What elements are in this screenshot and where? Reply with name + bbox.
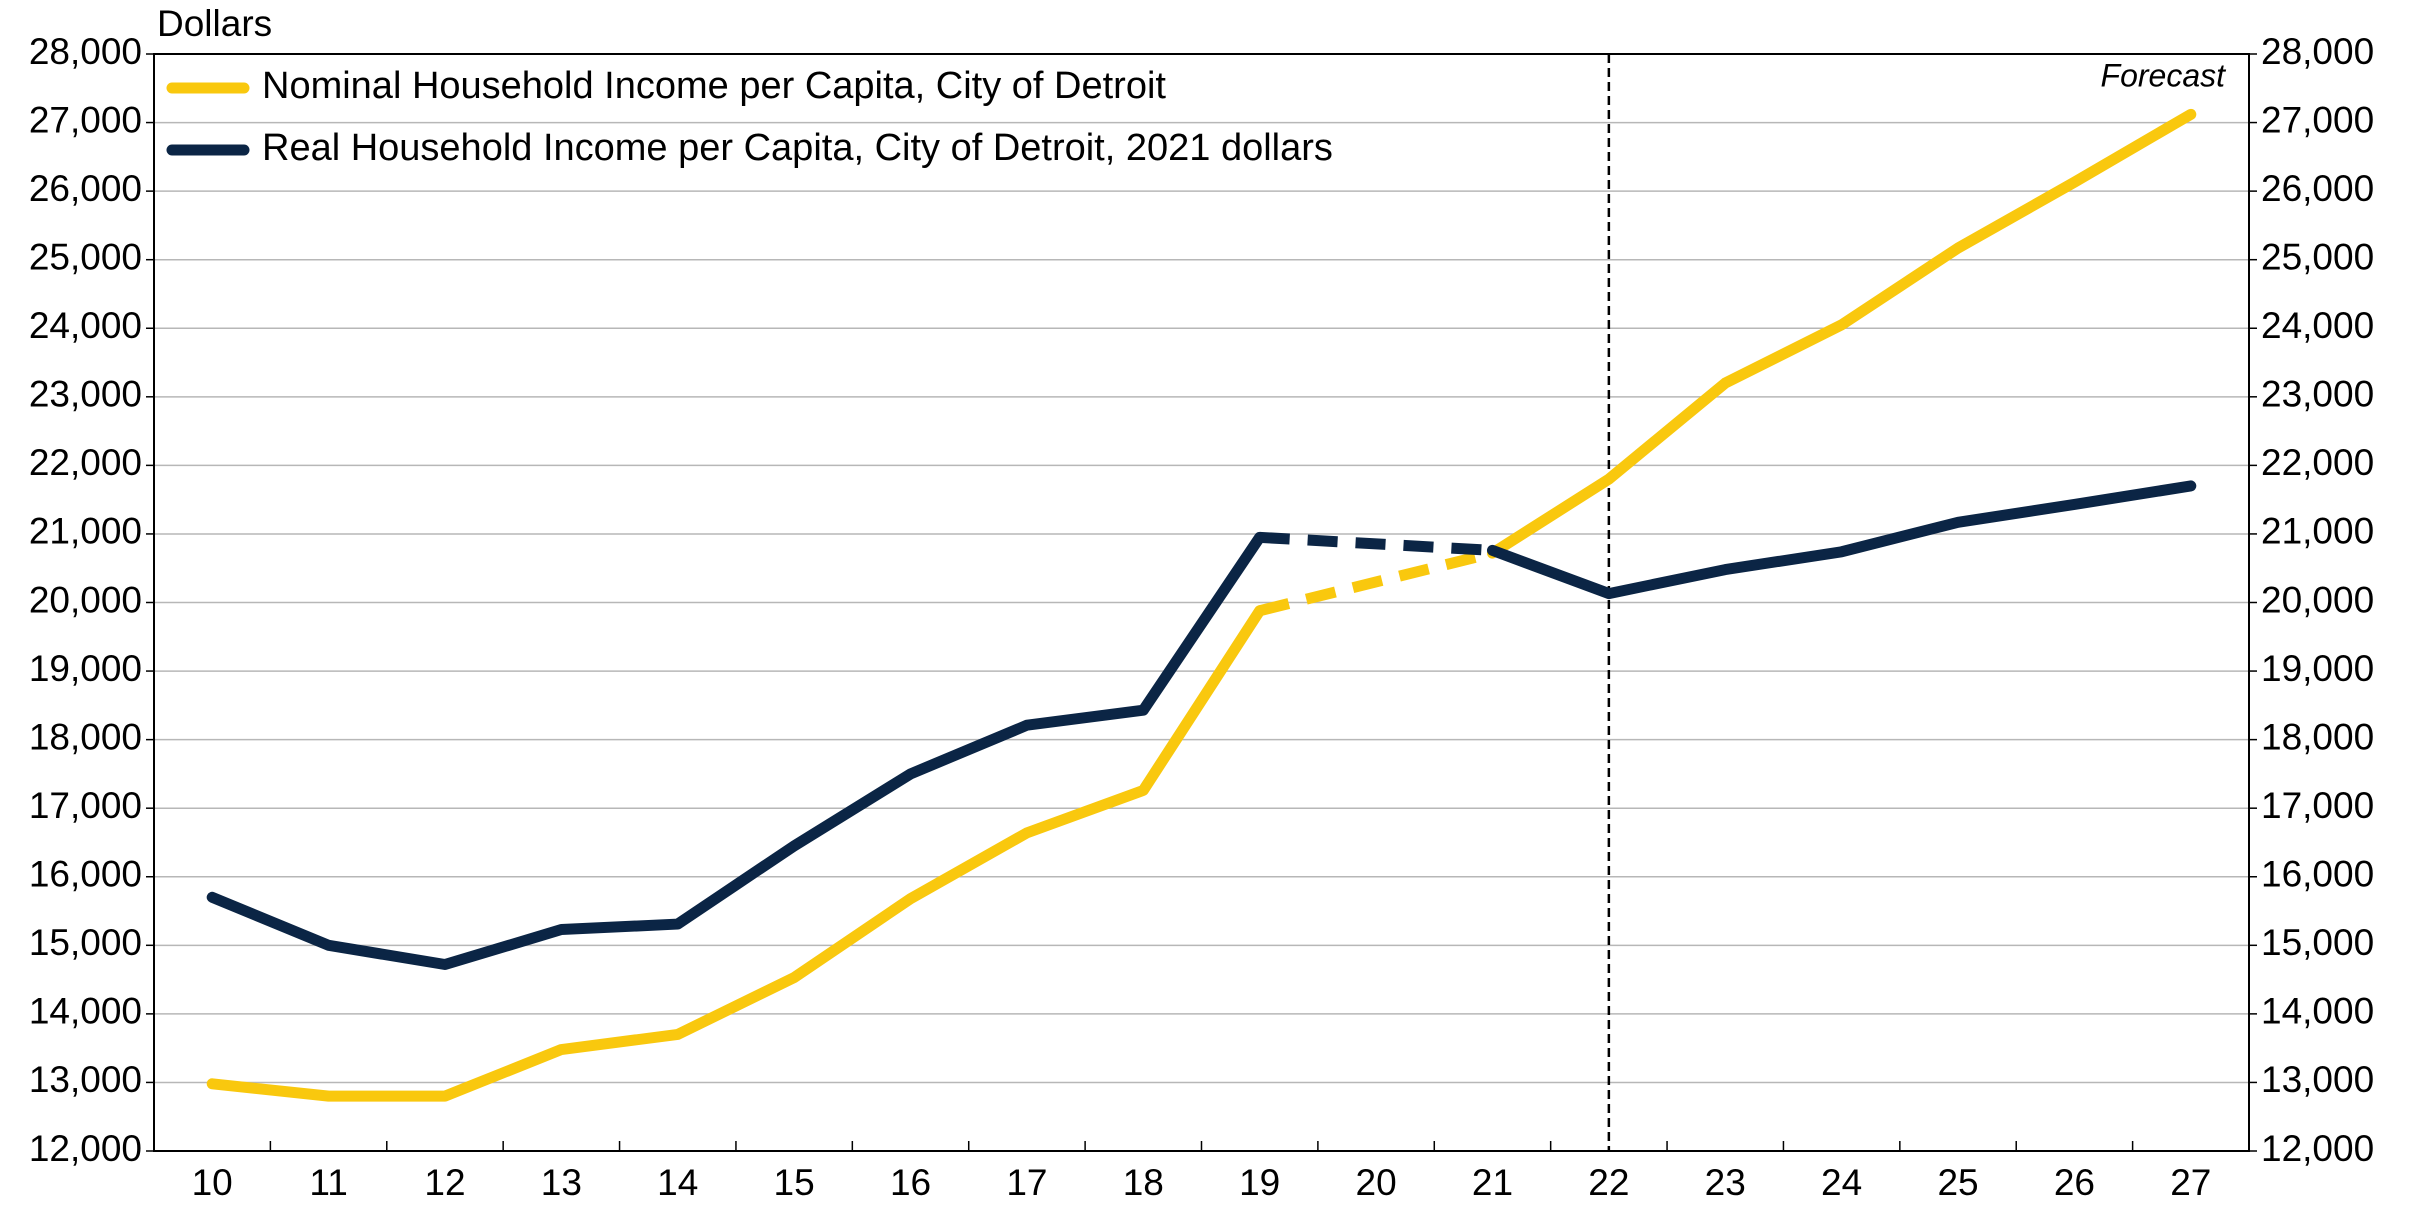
y-tick-label: 13,000 (29, 1059, 142, 1100)
x-tick-label: 15 (774, 1162, 815, 1203)
x-tick-label: 11 (309, 1162, 347, 1203)
series-line (1486, 108, 2197, 559)
y-tick-label: 27,000 (29, 99, 142, 140)
series-line (1486, 480, 2197, 600)
y2-tick-label: 19,000 (2261, 648, 2374, 689)
x-tick-label: 19 (1239, 1162, 1280, 1203)
y2-tick-label: 17,000 (2261, 785, 2374, 826)
y2-tick-label: 26,000 (2261, 168, 2374, 209)
y-tick-label: 20,000 (29, 579, 142, 620)
y-tick-label: 21,000 (29, 511, 142, 552)
y-tick-label: 23,000 (29, 374, 142, 415)
y-tick-label: 12,000 (29, 1128, 142, 1169)
y-tick-label: 19,000 (29, 648, 142, 689)
x-tick-label: 12 (424, 1162, 465, 1203)
y-tick-label: 15,000 (29, 922, 142, 963)
y2-tick-label: 16,000 (2261, 854, 2374, 895)
y-tick-label: 25,000 (29, 236, 142, 277)
x-tick-label: 22 (1588, 1162, 1629, 1203)
legend-label: Nominal Household Income per Capita, Cit… (262, 65, 1166, 107)
y-tick-label: 18,000 (29, 716, 142, 757)
series-line (206, 605, 1266, 1102)
y2-tick-label: 21,000 (2261, 511, 2374, 552)
y-tick-label: 14,000 (29, 991, 142, 1032)
x-tick-label: 17 (1006, 1162, 1047, 1203)
y2-tick-label: 13,000 (2261, 1059, 2374, 1100)
forecast-annotation: Forecast (2101, 57, 2227, 93)
y-tick-label: 22,000 (29, 442, 142, 483)
y2-tick-label: 12,000 (2261, 1128, 2374, 1169)
x-tick-label: 16 (890, 1162, 931, 1203)
gap-bridge (1259, 531, 1493, 556)
x-tick-label: 24 (1821, 1162, 1862, 1203)
y-tick-label: 28,000 (29, 31, 142, 72)
y2-tick-label: 27,000 (2261, 99, 2374, 140)
y-tick-label: 24,000 (29, 305, 142, 346)
y2-tick-label: 24,000 (2261, 305, 2374, 346)
y2-tick-label: 15,000 (2261, 922, 2374, 963)
y2-tick-label: 22,000 (2261, 442, 2374, 483)
x-tick-label: 23 (1705, 1162, 1746, 1203)
y-tick-label: 26,000 (29, 168, 142, 209)
x-tick-label: 13 (541, 1162, 582, 1203)
x-tick-label: 20 (1356, 1162, 1397, 1203)
y-axis-label: Dollars (157, 3, 272, 44)
x-tick-label: 26 (2054, 1162, 2095, 1203)
x-tick-label: 10 (192, 1162, 233, 1203)
y2-tick-label: 20,000 (2261, 579, 2374, 620)
y2-tick-label: 14,000 (2261, 991, 2374, 1032)
y2-tick-label: 23,000 (2261, 374, 2374, 415)
x-tick-label: 14 (657, 1162, 698, 1203)
legend-label: Real Household Income per Capita, City o… (262, 127, 1333, 169)
x-tick-label: 21 (1472, 1162, 1513, 1203)
gap-bridge (1258, 547, 1494, 617)
y-tick-label: 16,000 (29, 854, 142, 895)
series-line (206, 531, 1266, 971)
x-tick-label: 18 (1123, 1162, 1164, 1203)
x-tick-label: 27 (2170, 1162, 2211, 1203)
y2-tick-label: 18,000 (2261, 716, 2374, 757)
y2-tick-label: 25,000 (2261, 236, 2374, 277)
y-tick-label: 17,000 (29, 785, 142, 826)
x-tick-label: 25 (1937, 1162, 1978, 1203)
y2-tick-label: 28,000 (2261, 31, 2374, 72)
